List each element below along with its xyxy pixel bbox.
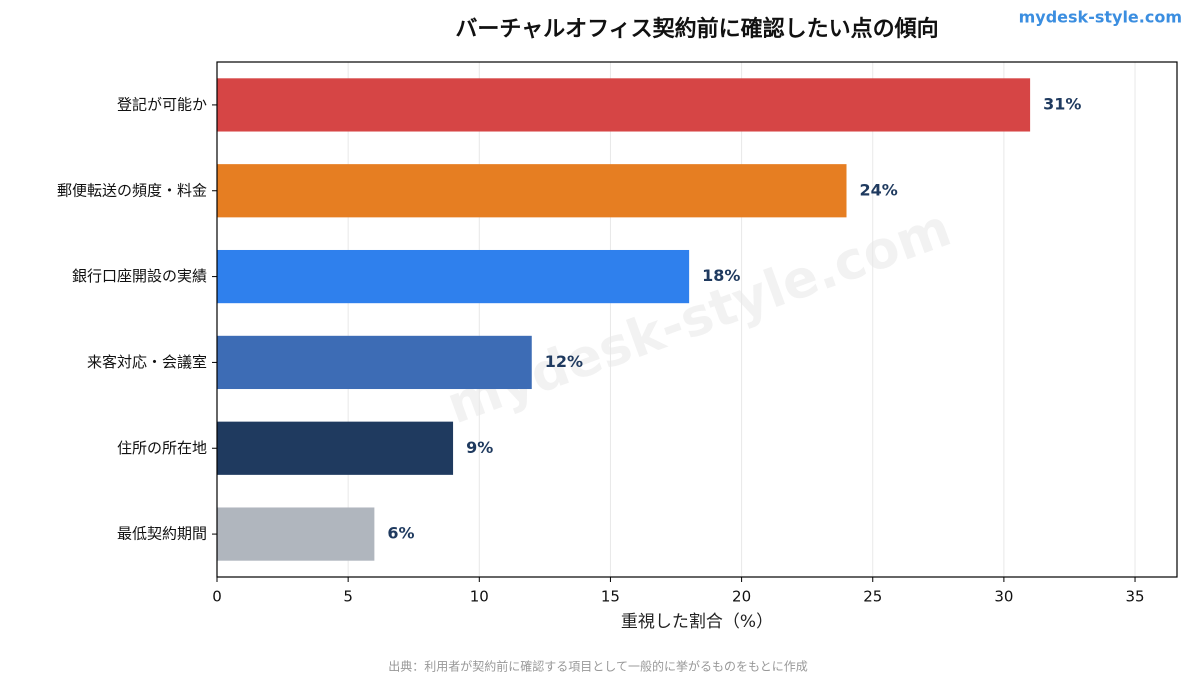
- x-tick-label: 30: [994, 588, 1013, 606]
- y-tick-label: 銀行口座開設の実績: [72, 267, 207, 285]
- value-label: 6%: [387, 524, 414, 543]
- y-tick-label: 登記が可能か: [117, 95, 207, 113]
- bar: [217, 507, 375, 561]
- x-tick-label: 25: [863, 588, 882, 606]
- x-tick-label: 10: [470, 588, 489, 606]
- watermark: mydesk-style.com: [439, 198, 958, 436]
- y-tick-label: 住所の所在地: [117, 439, 207, 457]
- x-tick-label: 15: [601, 588, 620, 606]
- x-axis-label: 重視した割合（%）: [621, 612, 773, 632]
- plot-frame: [216, 61, 1178, 578]
- bar: [217, 78, 1031, 132]
- chart-title: バーチャルオフィス契約前に確認したい点の傾向: [455, 16, 938, 42]
- value-label: 31%: [1043, 94, 1081, 113]
- bar: [217, 164, 847, 218]
- value-label: 24%: [860, 180, 898, 199]
- value-label: 9%: [466, 438, 493, 457]
- bar: [217, 421, 454, 475]
- x-tick-label: 20: [732, 588, 751, 606]
- x-tick-label: 35: [1125, 588, 1144, 606]
- bar: [217, 335, 532, 390]
- y-tick-label: 最低契約期間: [117, 525, 207, 543]
- value-label: 12%: [545, 352, 583, 371]
- x-tick-label: 5: [343, 588, 353, 606]
- y-tick-label: 来客対応・会議室: [87, 353, 207, 371]
- x-tick-label: 0: [212, 588, 222, 606]
- y-tick-label: 郵便転送の頻度・料金: [57, 181, 207, 199]
- value-label: 18%: [702, 266, 740, 285]
- brand: mydesk-style.com: [1019, 8, 1182, 27]
- source-note: 出典：利用者が契約前に確認する項目として一般的に挙がるものをもとに作成: [388, 659, 807, 674]
- bar: [217, 249, 690, 304]
